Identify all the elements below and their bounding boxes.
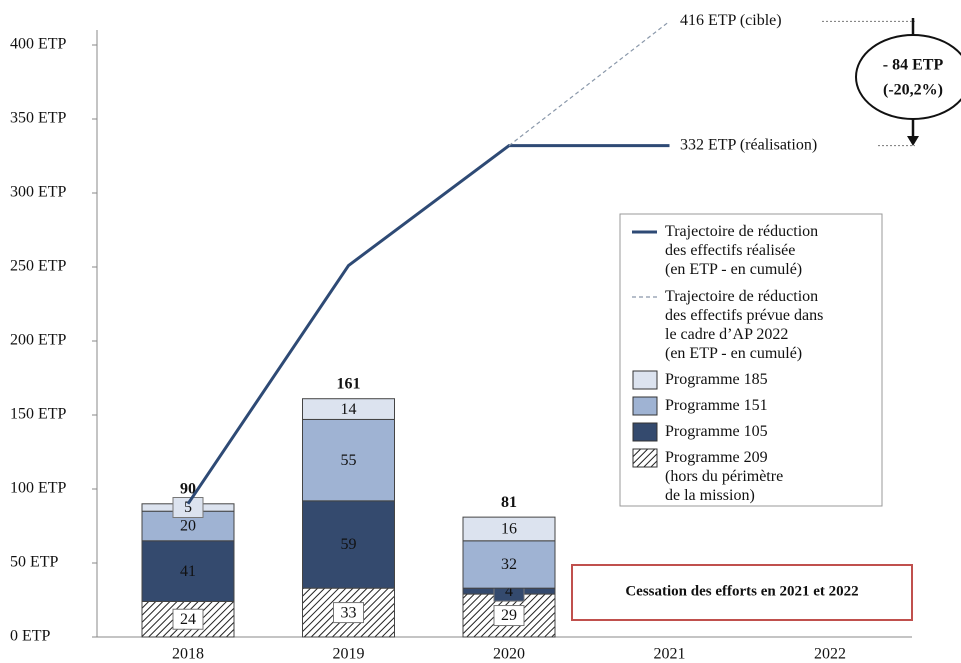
legend-label: Programme 105 [665,423,768,440]
y-tick-label: 150 ETP [10,406,67,423]
x-tick-label: 2020 [493,646,525,663]
data-label: 59 [341,536,357,553]
y-tick-label: 300 ETP [10,184,67,201]
data-label: 14 [341,401,357,418]
legend-line: (hors du périmètre [665,468,783,485]
total-label: 161 [337,375,361,392]
legend-line: Programme 105 [665,423,768,440]
label-bg [172,497,204,518]
gap-ellipse [855,34,961,120]
data-label: 41 [180,563,196,580]
legend-swatch [632,370,658,390]
legend-label: Trajectoire de réduction des effectifs pr… [665,288,823,362]
legend-line: de la mission) [665,487,755,504]
gap-label: - 84 ETP [883,57,944,74]
x-tick-label: 2021 [654,646,686,663]
legend-line: (en ETP - en cumulé) [665,261,802,278]
legend-label: Programme 209 (hors du périmètre de la mis… [665,449,783,504]
data-label: 4 [505,583,513,600]
y-tick-label: 250 ETP [10,258,67,275]
legend-line: Trajectoire de réduction [665,288,818,305]
total-label: 81 [501,494,517,511]
legend-line: (en ETP - en cumulé) [665,345,802,362]
legend-line: Programme 151 [665,397,768,414]
y-tick-label: 350 ETP [10,110,67,127]
data-label: 33 [341,604,357,621]
label-bg [172,608,204,630]
note: Cessation des efforts en 2021 et 2022 [625,583,858,599]
legend-line: Programme 185 [665,371,768,388]
legend-line: Trajectoire de réduction [665,223,818,240]
legend-swatch [632,422,658,442]
y-tick-label: 50 ETP [10,554,59,571]
gap-arrowhead [907,136,919,146]
bar-segment [462,516,556,542]
note-box [571,564,913,621]
legend-swatch [632,396,658,416]
legend-line: des effectifs prévue dans [665,307,823,324]
data-label: 32 [501,556,517,573]
data-label: 24 [180,611,196,628]
x-tick-label: 2022 [814,646,846,663]
legend-line: le cadre d’AP 2022 [665,326,788,343]
x-tick-label: 2018 [172,646,204,663]
y-tick-label: 200 ETP [10,332,67,349]
gap-label: (-20,2%) [883,82,943,99]
bar-segment [302,500,395,589]
legend-label: Programme 185 [665,371,768,388]
label-bg [493,605,525,627]
label-bg [333,602,364,624]
legend-line: des effectifs réalisée [665,242,795,259]
bar-segment [462,540,556,589]
legend-label: Programme 151 [665,397,768,414]
y-tick-label: 400 ETP [10,36,67,53]
y-tick-label: 100 ETP [10,480,67,497]
bar-segment [302,398,395,420]
y-tick-label: 0 ETP [10,628,51,645]
line [508,20,670,147]
data-label: 5 [184,499,192,516]
bar-segment [302,418,395,502]
legend-box [619,213,883,507]
line [186,144,670,505]
legend-line: Programme 209 [665,449,768,466]
data-label: 55 [341,452,357,469]
data-label: 20 [180,518,196,535]
annotation: 332 ETP (réalisation) [680,136,817,153]
total-label: 90 [180,480,196,497]
data-label: 16 [501,521,517,538]
x-tick-label: 2019 [333,646,365,663]
data-label: 29 [501,607,517,624]
legend-label: Trajectoire de réduction des effectifs ré… [665,223,818,278]
bar-segment [141,540,235,602]
annotation: 416 ETP (cible) [680,12,782,29]
legend-swatch [632,448,658,468]
